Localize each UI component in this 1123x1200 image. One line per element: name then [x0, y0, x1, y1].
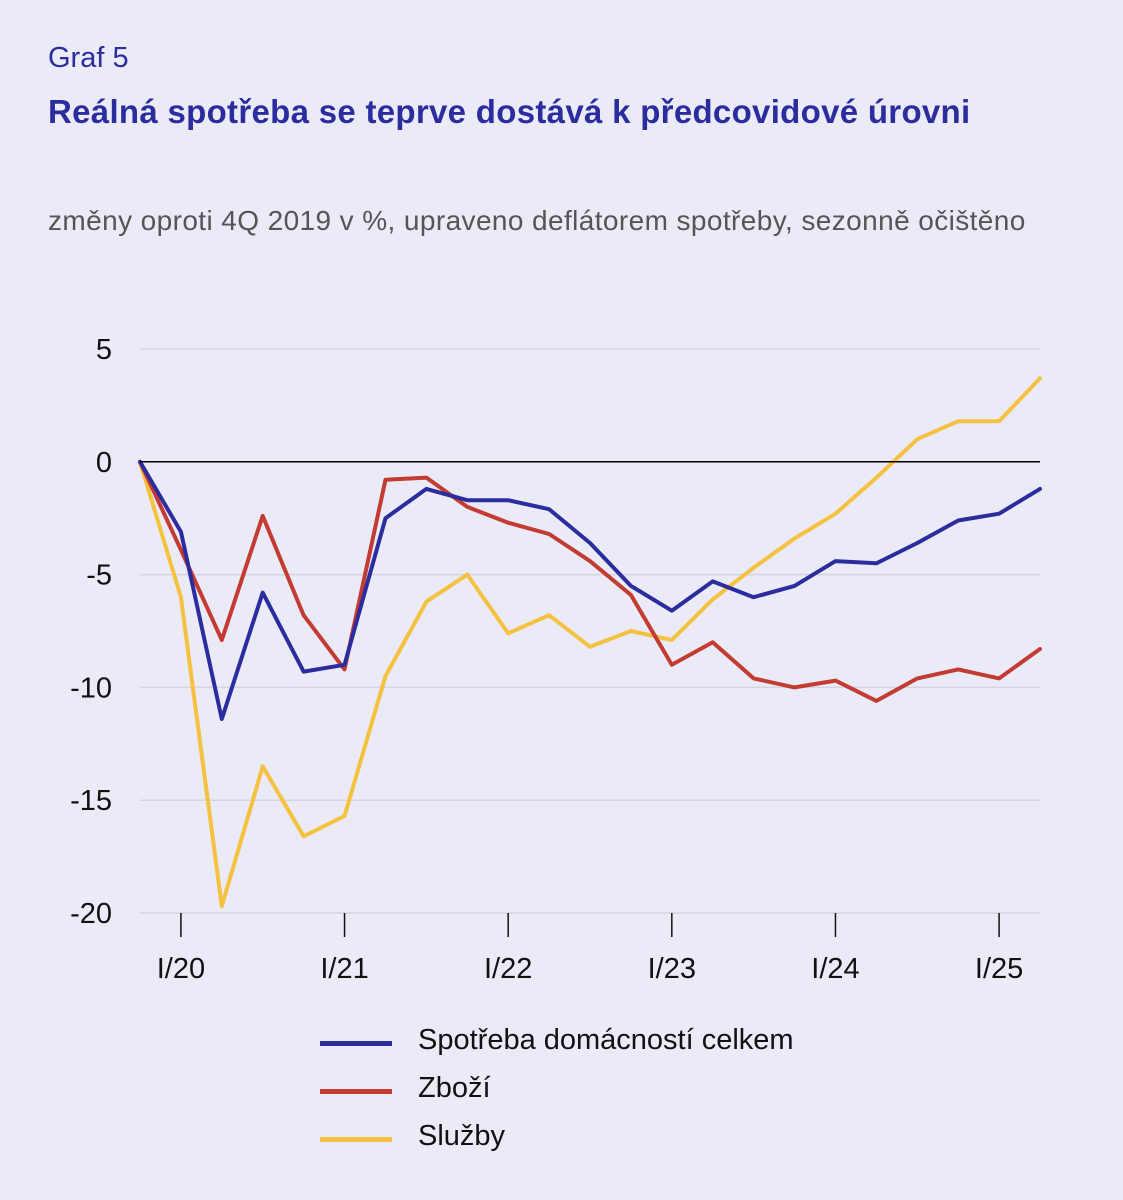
y-axis-ticks: 5 0 -5 -10 -15 -20 — [70, 334, 112, 930]
x-tick-label: I/23 — [648, 953, 696, 985]
legend-label-spotreba: Spotřeba domácností celkem — [418, 1024, 794, 1056]
chart-subtitle: změny oproti 4Q 2019 v %, upraveno deflá… — [48, 205, 1026, 236]
legend-label-zbozi: Zboží — [418, 1072, 491, 1104]
series-line-0 — [138, 459, 1042, 721]
series-line-2 — [138, 376, 1042, 909]
gridlines — [140, 348, 1040, 914]
x-tick-label: I/22 — [484, 953, 532, 985]
y-tick-label: 5 — [96, 334, 112, 366]
x-tick-label: I/20 — [157, 953, 205, 985]
y-tick-label: -10 — [70, 672, 112, 704]
series-line-1 — [138, 459, 1042, 703]
legend-swatch-zbozi — [320, 1089, 392, 1094]
chart-title: Reálná spotřeba se teprve dostává k před… — [48, 93, 971, 130]
y-tick-label: -5 — [86, 560, 112, 592]
x-tick-label: I/21 — [320, 953, 368, 985]
graf-label: Graf 5 — [48, 42, 129, 74]
legend-swatch-sluzby — [320, 1137, 392, 1142]
y-tick-label: -15 — [70, 785, 112, 817]
x-tick-label: I/24 — [811, 953, 859, 985]
x-tick-label: I/25 — [975, 953, 1023, 985]
y-tick-label: 0 — [96, 447, 112, 479]
legend-swatch-spotreba — [320, 1041, 392, 1046]
x-axis: I/20 I/21 I/22 I/23 I/24 I/25 — [157, 913, 1023, 985]
legend-label-sluzby: Služby — [418, 1120, 506, 1152]
y-tick-label: -20 — [70, 898, 112, 930]
series-lines — [138, 376, 1042, 909]
line-chart: 5 0 -5 -10 -15 -20 I/20 I/21 I/22 I/23 I/24 I/25 — [70, 334, 1042, 985]
